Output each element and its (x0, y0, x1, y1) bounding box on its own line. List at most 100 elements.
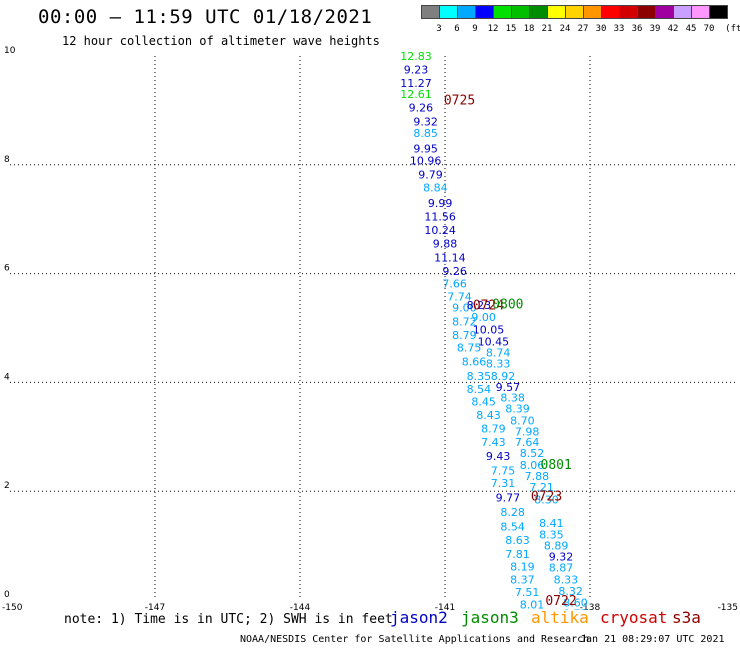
data-point-label: 9.99 (428, 197, 453, 210)
data-point-label: 12.83 (400, 50, 432, 63)
data-point-label: 9.26 (442, 265, 467, 278)
x-tick-label: -147 (145, 603, 165, 610)
chart-title: 00:00 – 11:59 UTC 01/18/2021 (38, 6, 373, 28)
credit-text: NOAA/NESDIS Center for Satellite Applica… (240, 634, 590, 645)
data-point-label: 8.06 (520, 459, 545, 472)
data-point-label: 8.84 (423, 182, 448, 195)
data-point-label: 8.33 (486, 357, 511, 370)
data-point-label: 9.32 (549, 550, 574, 563)
data-point-label: 8.43 (476, 409, 501, 422)
x-tick-label: -138 (580, 603, 601, 610)
footnote: note: 1) Time is in UTC; 2) SWH is in fe… (64, 612, 393, 627)
data-point-label: 9.32 (413, 115, 438, 128)
y-tick-label: 2 (4, 481, 10, 491)
satellite-jason3-label: jason3 (461, 608, 519, 627)
data-point-label: 8.37 (510, 573, 535, 586)
legend-label: 12 (487, 24, 499, 34)
timestamp-text: Jan 21 08:29:07 UTC 2021 (580, 634, 725, 645)
legend-label: 6 (454, 24, 460, 34)
time-label: 0800 (492, 298, 523, 313)
time-label: 0724 (473, 299, 504, 314)
data-point-label: 10.24 (424, 224, 456, 237)
data-point-label: 8.35 (467, 370, 492, 383)
data-point-label: 7.66 (442, 277, 467, 290)
legend-label: 3 (436, 24, 442, 34)
data-point-label: 11.56 (424, 210, 456, 223)
data-point-label: 8.92 (491, 370, 516, 383)
x-tick-label: -150 (2, 603, 23, 610)
data-point-label: 7.51 (515, 586, 540, 599)
data-point-label: 10.96 (410, 154, 442, 167)
legend-label: 42 (667, 24, 679, 34)
y-tick-label: 6 (4, 264, 10, 274)
legend-label: 45 (685, 24, 697, 34)
data-point-label: 7.75 (491, 465, 516, 478)
data-point-label: 9.00 (471, 311, 496, 324)
satellite-altika-label: altika (531, 608, 589, 627)
x-tick-label: -141 (435, 603, 455, 610)
data-point-label: 8.79 (452, 329, 477, 342)
legend-label: 9 (472, 24, 478, 34)
data-point-label: 8.85 (413, 127, 438, 140)
time-label: 0723 (531, 490, 562, 505)
data-point-label: 7.43 (481, 436, 506, 449)
data-point-label: 11.14 (434, 251, 466, 264)
legend-label: 39 (649, 24, 661, 34)
data-point-label: 9.88 (433, 238, 458, 251)
data-point-label: 8.01 (520, 598, 545, 610)
data-point-label: 9.43 (486, 450, 511, 463)
y-tick-label: 8 (4, 155, 10, 165)
data-point-label: 8.45 (471, 395, 496, 408)
data-point-label: 8.89 (544, 540, 569, 553)
legend-label: 21 (541, 24, 553, 34)
data-point-label: 8.30 (534, 493, 559, 506)
time-label: 0725 (444, 94, 475, 109)
data-point-label: 7.81 (505, 548, 530, 561)
data-point-label: 8.74 (486, 346, 511, 359)
y-tick-label: 10 (4, 46, 16, 56)
satellite-s3a-label: s3a (672, 608, 701, 627)
data-point-label: 7.88 (525, 470, 550, 483)
data-point-label: 7.31 (491, 477, 516, 490)
legend-label: 24 (559, 24, 571, 34)
data-point-label: 8.52 (520, 447, 545, 460)
time-label: 0722 (545, 594, 576, 609)
satellite-cryosat-label: cryosat (600, 608, 668, 627)
data-point-label: 8.23 (467, 299, 492, 312)
data-point-label: 10.05 (473, 324, 505, 337)
data-point-label: 8.75 (457, 342, 482, 355)
data-point-label: 9.79 (418, 169, 443, 182)
data-point-label: 7.64 (515, 436, 540, 449)
y-tick-label: 0 (4, 590, 10, 600)
data-point-label: 8.39 (505, 403, 530, 416)
data-point-label: 8.63 (505, 534, 530, 547)
legend-label: 30 (595, 24, 607, 34)
x-tick-label: -144 (290, 603, 311, 610)
satellite-jason2-label: jason2 (390, 608, 448, 627)
legend-label: 33 (613, 24, 625, 34)
legend-label: 15 (505, 24, 517, 34)
data-point-label: 8.79 (481, 423, 506, 436)
data-point-label: 11.27 (400, 77, 432, 90)
data-point-label: 8.54 (500, 521, 525, 534)
data-point-label: 9.00 (452, 301, 477, 314)
data-point-label: 8.35 (539, 529, 564, 542)
data-point-label: 8.32 (558, 585, 583, 598)
data-point-label: 10.45 (478, 336, 510, 349)
data-point-label: 7.74 (447, 290, 472, 303)
data-point-label: 8.19 (510, 560, 535, 573)
data-point-label: 9.57 (496, 381, 521, 394)
data-point-label: 12.61 (400, 88, 432, 101)
data-point-label: 7.21 (529, 481, 554, 494)
x-tick-label: -135 (718, 603, 738, 610)
data-point-label: 9.95 (413, 142, 438, 155)
legend-label: 36 (631, 24, 643, 34)
time-label: 0801 (541, 458, 572, 473)
legend-label: 18 (523, 24, 535, 34)
data-point-label: 8.33 (554, 573, 579, 586)
data-point-label: 8.70 (510, 414, 535, 427)
data-point-label: 8.72 (452, 315, 477, 328)
data-point-label: 8.28 (500, 506, 525, 519)
data-point-label: 8.60 (563, 597, 588, 610)
plot-area: -150 -147 -144 -141 -138 -135 0 2 4 6 8 10 12.839.23… (2, 46, 738, 610)
